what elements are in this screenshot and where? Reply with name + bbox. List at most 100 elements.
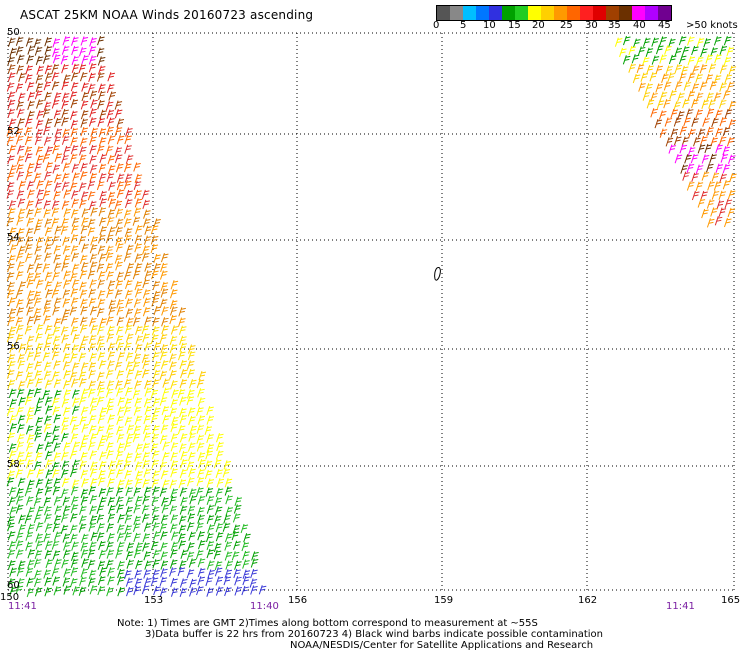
wind-barb [116, 316, 125, 326]
wind-barb [61, 64, 69, 74]
wind-barb [15, 298, 24, 309]
wind-barb [106, 216, 115, 226]
wind-barb [17, 423, 25, 434]
wind-barb [26, 577, 34, 587]
legend-swatch [593, 6, 606, 20]
wind-barb [51, 434, 60, 445]
wind-barb [15, 270, 24, 281]
wind-barb [197, 495, 206, 505]
wind-barb [703, 38, 711, 48]
wind-barb [160, 551, 168, 561]
wind-barb [114, 153, 123, 164]
wind-barb [124, 234, 132, 244]
wind-barb [224, 551, 233, 561]
wind-barb [33, 224, 42, 235]
wind-barb [720, 153, 729, 163]
chart-title: ASCAT 25KM NOAA Winds 20160723 ascending [20, 8, 314, 22]
wind-barb [664, 45, 672, 55]
wind-barb [169, 289, 178, 299]
wind-barb [106, 404, 114, 415]
wind-barb [107, 72, 115, 82]
wind-barb [135, 443, 143, 453]
wind-barb [24, 126, 33, 137]
wind-barb [9, 567, 17, 577]
wind-barb [159, 396, 168, 406]
wind-barb [142, 459, 150, 469]
wind-barb [196, 476, 205, 487]
wind-barb [60, 469, 69, 479]
wind-barb [70, 567, 79, 577]
wind-barb [15, 540, 24, 550]
wind-barb [205, 487, 214, 497]
wind-barb [699, 81, 708, 91]
wind-barb [105, 145, 114, 155]
wind-barb [105, 432, 114, 442]
wind-barb [706, 126, 714, 137]
wind-barb [151, 326, 160, 336]
wind-barb [7, 353, 16, 364]
wind-barb [651, 55, 660, 65]
wind-barb [650, 92, 658, 102]
wind-barb [24, 146, 33, 156]
wind-barb [700, 135, 708, 146]
wind-barb [99, 109, 107, 119]
wind-barb [116, 468, 124, 479]
wind-barb [143, 414, 151, 425]
wind-barb [708, 63, 717, 73]
wind-barb [62, 577, 71, 587]
wind-barb [169, 353, 177, 363]
wind-barb [35, 146, 44, 156]
wind-barb [89, 253, 98, 263]
wind-barb [124, 524, 132, 535]
wind-barb [133, 425, 141, 435]
wind-barb [160, 469, 169, 480]
wind-barb [687, 36, 695, 46]
wind-barb [70, 234, 79, 244]
wind-barb [70, 503, 79, 514]
wind-barb [7, 171, 15, 181]
wind-barb [79, 199, 87, 209]
legend-swatch [567, 6, 580, 20]
wind-barb [188, 344, 196, 354]
wind-barbs [6, 35, 737, 598]
wind-barb [125, 361, 134, 371]
wind-barb [250, 585, 258, 595]
wind-barb [683, 116, 691, 127]
wind-barb [142, 513, 150, 523]
wind-barb [43, 496, 52, 507]
wind-barb [61, 200, 70, 210]
wind-barb [213, 515, 222, 525]
wind-barb [99, 407, 108, 417]
wind-barb [63, 549, 71, 559]
wind-barb [25, 541, 33, 551]
wind-barb [71, 479, 80, 489]
wind-barb [45, 161, 53, 172]
wind-barb [98, 549, 107, 560]
wind-barb [125, 308, 134, 318]
wind-barb [89, 468, 98, 478]
wind-barb [691, 172, 699, 182]
wind-barb [27, 45, 35, 55]
wind-barb [134, 461, 143, 471]
wind-barb [695, 109, 703, 119]
wind-barb [43, 423, 52, 433]
wind-barb [162, 441, 170, 451]
wind-barb [52, 343, 60, 354]
wind-barb [107, 513, 115, 523]
wind-barb [197, 514, 205, 524]
wind-barb [69, 415, 78, 426]
wind-barb [80, 261, 89, 272]
wind-barb [701, 208, 709, 219]
wind-barb [681, 46, 690, 56]
wind-barb [179, 587, 188, 598]
wind-barb [51, 540, 60, 550]
wind-barb [195, 549, 204, 560]
wind-barb [44, 324, 53, 335]
wind-barb [34, 425, 43, 435]
wind-barb [144, 560, 152, 570]
wind-barb [206, 587, 214, 597]
wind-barb [26, 335, 35, 345]
wind-barb [667, 72, 676, 82]
wind-barb [117, 513, 125, 524]
wind-barb [53, 442, 62, 452]
